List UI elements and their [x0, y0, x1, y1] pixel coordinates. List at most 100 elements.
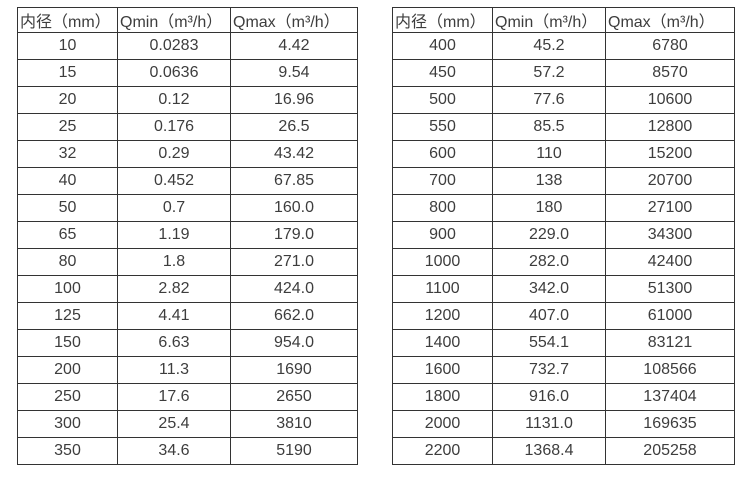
table-row: 350 34.6 5190 — [17, 437, 358, 465]
table-row: 1000 282.0 42400 — [392, 248, 735, 276]
table-cell: 5190 — [230, 437, 358, 465]
table-cell: 500 — [392, 86, 493, 114]
table-row: 500 77.6 10600 — [392, 86, 735, 114]
table-cell: 80 — [17, 248, 118, 276]
table-cell: 0.176 — [117, 113, 231, 141]
table-row: 900 229.0 34300 — [392, 221, 735, 249]
table-cell: 83121 — [605, 329, 735, 357]
table-cell: 9.54 — [230, 59, 358, 87]
table-cell: 550 — [392, 113, 493, 141]
column-header: Qmin（m³/h） — [492, 7, 606, 33]
table-cell: 800 — [392, 194, 493, 222]
table-cell: 42400 — [605, 248, 735, 276]
table-cell: 600 — [392, 140, 493, 168]
table-cell: 1000 — [392, 248, 493, 276]
table-row: 2000 1131.0 169635 — [392, 410, 735, 438]
flow-table-large-diameters: 内径（mm） Qmin（m³/h） Qmax（m³/h） 400 45.2 6780 45… — [392, 7, 735, 465]
table-cell: 10 — [17, 32, 118, 60]
table-cell: 700 — [392, 167, 493, 195]
table-cell: 6.63 — [117, 329, 231, 357]
table-cell: 662.0 — [230, 302, 358, 330]
table-cell: 250 — [17, 383, 118, 411]
table-row: 10 0.0283 4.42 — [17, 32, 358, 60]
table-cell: 916.0 — [492, 383, 606, 411]
table-cell: 2000 — [392, 410, 493, 438]
table-row: 550 85.5 12800 — [392, 113, 735, 141]
column-header: 内径（mm） — [392, 7, 493, 33]
table-cell: 4.42 — [230, 32, 358, 60]
column-header: Qmax（m³/h） — [605, 7, 735, 33]
table-cell: 10600 — [605, 86, 735, 114]
table-cell: 554.1 — [492, 329, 606, 357]
table-cell: 25.4 — [117, 410, 231, 438]
table-cell: 138 — [492, 167, 606, 195]
table-cell: 1400 — [392, 329, 493, 357]
table-cell: 16.96 — [230, 86, 358, 114]
table-cell: 27100 — [605, 194, 735, 222]
table-cell: 0.12 — [117, 86, 231, 114]
table-cell: 8570 — [605, 59, 735, 87]
table-cell: 26.5 — [230, 113, 358, 141]
table-cell: 205258 — [605, 437, 735, 465]
table-cell: 732.7 — [492, 356, 606, 384]
table-cell: 900 — [392, 221, 493, 249]
table-cell: 43.42 — [230, 140, 358, 168]
table-row: 40 0.452 67.85 — [17, 167, 358, 195]
table-row: 1600 732.7 108566 — [392, 356, 735, 384]
table-row: 80 1.8 271.0 — [17, 248, 358, 276]
table-cell: 179.0 — [230, 221, 358, 249]
table-row: 50 0.7 160.0 — [17, 194, 358, 222]
table-cell: 407.0 — [492, 302, 606, 330]
table-cell: 20 — [17, 86, 118, 114]
table-row: 20 0.12 16.96 — [17, 86, 358, 114]
table-row: 700 138 20700 — [392, 167, 735, 195]
table-cell: 160.0 — [230, 194, 358, 222]
table-row: 125 4.41 662.0 — [17, 302, 358, 330]
table-row: 250 17.6 2650 — [17, 383, 358, 411]
table-cell: 0.29 — [117, 140, 231, 168]
table-row: 800 180 27100 — [392, 194, 735, 222]
table-cell: 50 — [17, 194, 118, 222]
table-cell: 1100 — [392, 275, 493, 303]
column-header: Qmax（m³/h） — [230, 7, 358, 33]
table-cell: 15 — [17, 59, 118, 87]
table-row: 32 0.29 43.42 — [17, 140, 358, 168]
table-cell: 61000 — [605, 302, 735, 330]
table-cell: 0.7 — [117, 194, 231, 222]
table-cell: 1.8 — [117, 248, 231, 276]
table-cell: 0.0283 — [117, 32, 231, 60]
table-cell: 110 — [492, 140, 606, 168]
table-cell: 1131.0 — [492, 410, 606, 438]
table-cell: 1.19 — [117, 221, 231, 249]
table-cell: 1800 — [392, 383, 493, 411]
table-cell: 100 — [17, 275, 118, 303]
table-cell: 40 — [17, 167, 118, 195]
table-cell: 169635 — [605, 410, 735, 438]
table-cell: 3810 — [230, 410, 358, 438]
table-cell: 0.452 — [117, 167, 231, 195]
table-cell: 2200 — [392, 437, 493, 465]
table-cell: 954.0 — [230, 329, 358, 357]
table-cell: 6780 — [605, 32, 735, 60]
table-cell: 17.6 — [117, 383, 231, 411]
column-header: 内径（mm） — [17, 7, 118, 33]
table-cell: 2650 — [230, 383, 358, 411]
table-row: 15 0.0636 9.54 — [17, 59, 358, 87]
table-row: 600 110 15200 — [392, 140, 735, 168]
table-cell: 34.6 — [117, 437, 231, 465]
table-cell: 1690 — [230, 356, 358, 384]
table-cell: 65 — [17, 221, 118, 249]
table-cell: 424.0 — [230, 275, 358, 303]
table-cell: 4.41 — [117, 302, 231, 330]
table-cell: 51300 — [605, 275, 735, 303]
table-cell: 229.0 — [492, 221, 606, 249]
table-row: 1200 407.0 61000 — [392, 302, 735, 330]
table-cell: 15200 — [605, 140, 735, 168]
column-header: Qmin（m³/h） — [117, 7, 231, 33]
flow-table-small-diameters: 内径（mm） Qmin（m³/h） Qmax（m³/h） 10 0.0283 4.42 1… — [17, 7, 358, 465]
table-cell: 271.0 — [230, 248, 358, 276]
table-cell: 1200 — [392, 302, 493, 330]
table-cell: 108566 — [605, 356, 735, 384]
table-cell: 32 — [17, 140, 118, 168]
